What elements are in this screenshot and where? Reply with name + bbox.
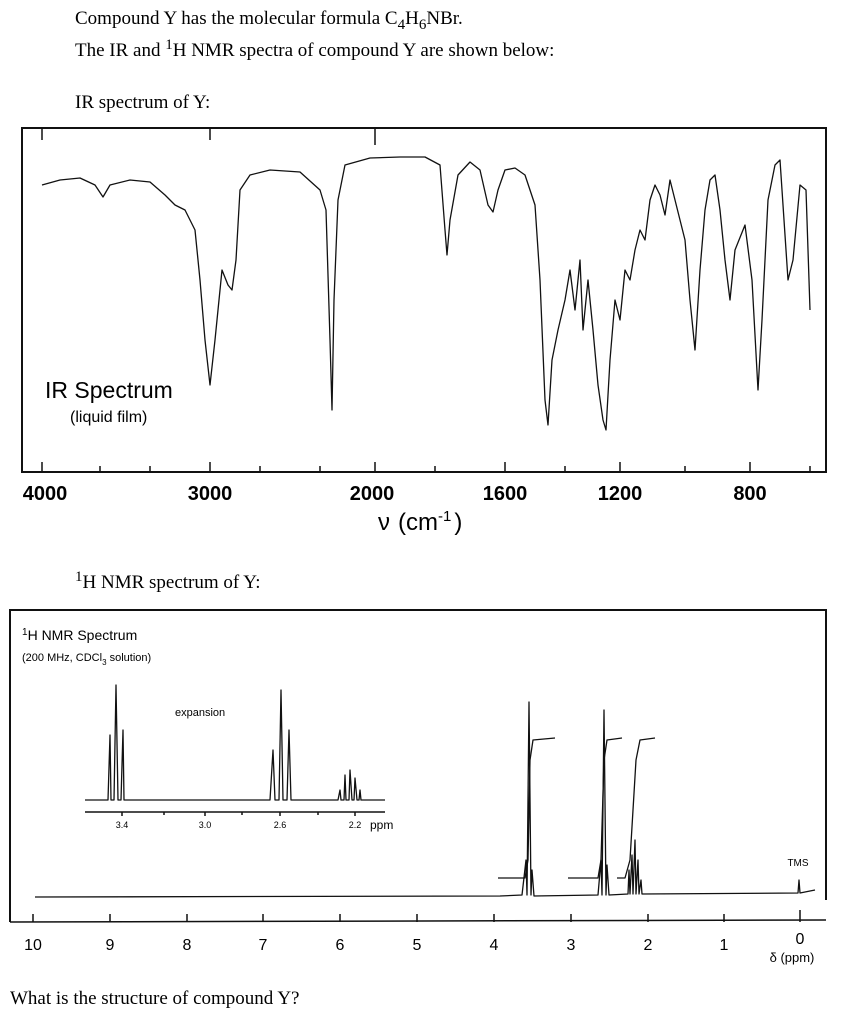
integral-trace — [498, 737, 656, 879]
inset-ticks — [121, 812, 356, 816]
tick-label: 2.2 — [349, 820, 362, 830]
text: C — [385, 8, 398, 29]
frame — [21, 127, 827, 473]
ticks — [32, 910, 801, 922]
inset-label: expansion — [175, 707, 225, 719]
inset-trace — [85, 684, 385, 801]
tick-label: 2 — [644, 937, 653, 954]
text: H NMR Spectrum — [28, 627, 138, 643]
spectrum-title: 1H NMR Spectrum — [22, 627, 137, 643]
ir-spectrum: IR Spectrum (liquid film) 4000 3000 2000… — [21, 127, 827, 536]
tick-label: 6 — [336, 937, 345, 954]
text: solution) — [107, 652, 152, 664]
caption: 1H NMR spectrum of Y: — [75, 569, 261, 593]
axis-label: ν (cm-1) — [378, 508, 462, 536]
tick-label: 9 — [106, 937, 115, 954]
spectrum-subtitle: (liquid film) — [70, 409, 147, 426]
caption: IR spectrum of Y: — [75, 92, 210, 113]
tick-label: 4 — [490, 937, 499, 954]
text: ) — [454, 509, 462, 536]
subscript: 3 — [102, 658, 107, 667]
tick-label: 2.6 — [274, 820, 287, 830]
nmr-trace — [34, 701, 816, 898]
intro-line: Compound Y has the molecular formula C4H… — [75, 8, 463, 33]
spectrum-title: IR Spectrum — [45, 377, 173, 403]
x-tick-labels: 4000 3000 2000 1600 1200 800 — [23, 483, 767, 505]
superscript: 1 — [165, 37, 173, 53]
x-tick-labels: 10 9 8 7 6 5 4 3 2 1 0 — [24, 931, 804, 954]
subscript: 6 — [419, 17, 427, 33]
tick-label: 3 — [567, 937, 576, 954]
tick-label: 2000 — [350, 483, 395, 505]
tick-label: 3.0 — [199, 820, 212, 830]
ir-trace — [41, 156, 811, 431]
text: Compound Y has the molecular formula — [75, 8, 385, 29]
tick-label: 1600 — [483, 483, 528, 505]
tick-label: 1 — [720, 937, 729, 954]
inset-tick-labels: 3.4 3.0 2.6 2.2 — [116, 820, 362, 830]
question: What is the structure of compound Y? — [10, 988, 300, 1009]
superscript: -1 — [438, 508, 451, 525]
tick-label: 7 — [259, 937, 268, 954]
text: The IR and — [75, 40, 165, 61]
text: H — [405, 8, 419, 29]
superscript: 1 — [75, 569, 83, 585]
text: (cm — [398, 509, 438, 536]
tick-label: 800 — [733, 483, 766, 505]
tick-label: 3000 — [188, 483, 233, 505]
tick-label: 3.4 — [116, 820, 129, 830]
nmr-spectrum: 1H NMR Spectrum (200 MHz, CDCl3 solution… — [9, 609, 827, 965]
text: NBr. — [426, 8, 462, 29]
spectrum-subtitle: (200 MHz, CDCl3 solution) — [22, 652, 151, 667]
ticks — [41, 128, 811, 472]
text: H NMR spectrum of Y: — [83, 572, 261, 593]
tick-label: 5 — [413, 937, 422, 954]
tick-label: 0 — [796, 931, 805, 948]
axis-label: δ (ppm) — [770, 950, 815, 965]
intro-line: The IR and 1H NMR spectra of compound Y … — [75, 37, 554, 61]
tick-label: 10 — [24, 937, 42, 954]
superscript: 1 — [22, 627, 28, 638]
x-axis — [9, 919, 827, 923]
subscript: 4 — [398, 17, 406, 33]
inset-unit: ppm — [370, 818, 393, 832]
tick-label: 8 — [183, 937, 192, 954]
text: (200 MHz, CDCl — [22, 652, 102, 664]
frame — [9, 609, 827, 922]
text: H NMR spectra of compound Y are shown be… — [173, 40, 555, 61]
tick-label: 4000 — [23, 483, 68, 505]
tick-label: 1200 — [598, 483, 643, 505]
text: ν — [378, 509, 390, 536]
tms-label: TMS — [787, 858, 808, 869]
